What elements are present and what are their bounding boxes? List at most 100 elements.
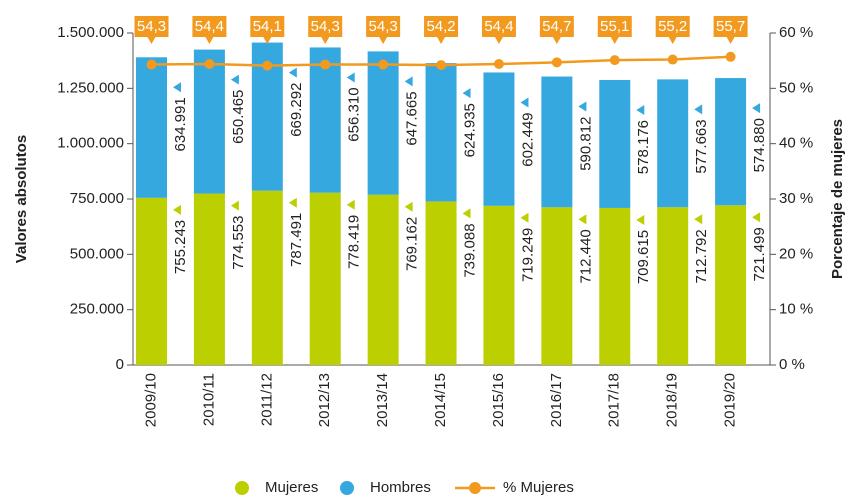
value-label: 787.491	[288, 213, 305, 267]
pointer	[288, 67, 297, 78]
line-point	[320, 59, 331, 70]
bar	[193, 49, 225, 194]
value-label: 769.162	[404, 217, 421, 271]
line-point	[725, 51, 736, 62]
label-box	[539, 16, 574, 44]
label-box	[713, 16, 748, 44]
value-label: 650.465	[230, 90, 247, 144]
line-point	[436, 60, 447, 71]
label-box	[250, 16, 285, 44]
pointer	[752, 103, 761, 114]
value-label: 712.440	[577, 229, 594, 283]
pointer	[752, 212, 761, 223]
pointer	[346, 72, 355, 83]
y-axis-label: Valores absolutos	[13, 135, 30, 263]
bar	[657, 79, 689, 208]
label-box	[134, 16, 169, 44]
pointer	[462, 208, 471, 219]
legend-label: Mujeres	[265, 479, 318, 496]
x-tick-label: 2016/17	[548, 373, 565, 427]
pointer	[404, 201, 413, 212]
bar	[367, 51, 399, 195]
pointer	[694, 214, 703, 225]
line-value-label: 54,2	[426, 18, 455, 35]
bar	[425, 63, 457, 202]
line-point	[146, 59, 157, 70]
x-tick-label: 2011/12	[258, 373, 275, 426]
value-label: 709.615	[635, 230, 652, 284]
bar	[425, 201, 457, 365]
y2-tick-label: 0 %	[779, 356, 805, 373]
x-tick-label: 2012/13	[316, 373, 333, 427]
x-tick-label: 2009/10	[142, 373, 159, 427]
label-box	[424, 16, 459, 44]
line-value-label: 54,3	[311, 18, 340, 35]
line-value-label: 55,1	[600, 18, 629, 35]
bar	[136, 57, 167, 198]
value-label: 574.880	[751, 118, 768, 172]
x-tick-label: 2013/14	[374, 373, 391, 427]
label-box	[308, 16, 343, 44]
value-label: 721.499	[751, 227, 768, 281]
label-box	[481, 16, 516, 44]
pointer	[636, 104, 645, 115]
legend-label: Hombres	[370, 479, 431, 496]
value-label: 647.665	[404, 91, 421, 145]
line-value-label: 54,1	[253, 18, 282, 35]
line-value-label: 54,3	[369, 18, 398, 35]
value-label: 624.935	[462, 103, 479, 157]
pointer	[520, 97, 529, 108]
bar	[657, 207, 689, 365]
bar	[541, 207, 573, 365]
label-box	[192, 16, 227, 44]
value-label: 669.292	[288, 83, 305, 137]
line-value-label: 55,2	[658, 18, 687, 35]
bar	[599, 79, 631, 208]
y2-tick-label: 60 %	[779, 24, 813, 41]
y-tick-label: 1.250.000	[57, 79, 124, 96]
bar	[136, 197, 167, 365]
bar	[715, 78, 747, 206]
value-label: 755.243	[172, 220, 189, 274]
pointer	[230, 200, 239, 211]
x-tick-label: 2010/11	[200, 373, 217, 426]
line-value-label: 55,7	[716, 18, 745, 35]
y2-tick-label: 40 %	[779, 135, 813, 152]
pointer	[173, 204, 181, 215]
x-tick-label: 2015/16	[490, 373, 507, 427]
label-box	[366, 16, 401, 44]
line-point	[262, 60, 273, 71]
pointer	[230, 74, 239, 85]
pointer	[346, 199, 355, 210]
y-tick-label: 250.000	[70, 301, 124, 318]
legend-swatch	[235, 481, 249, 495]
line-value-label: 54,7	[542, 18, 571, 35]
line-point	[204, 58, 215, 69]
pointer	[462, 88, 471, 99]
bar	[715, 205, 747, 365]
y-tick-label: 0	[116, 356, 124, 373]
pointer	[578, 214, 587, 225]
value-label: 634.991	[172, 97, 189, 151]
line-value-label: 54,4	[484, 18, 513, 35]
y2-axis-label: Porcentaje de mujeres	[829, 119, 846, 279]
x-tick-label: 2019/20	[722, 373, 739, 427]
value-label: 739.088	[462, 223, 479, 277]
line-point	[493, 58, 504, 69]
y2-tick-label: 10 %	[779, 301, 813, 318]
value-label: 719.249	[519, 228, 536, 282]
pointer	[636, 214, 645, 225]
value-label: 590.812	[577, 117, 594, 171]
bar	[599, 207, 631, 365]
legend-label: % Mujeres	[503, 479, 574, 496]
label-box	[655, 16, 690, 44]
y2-tick-label: 50 %	[779, 79, 813, 96]
pointer	[404, 76, 413, 87]
value-label: 778.419	[346, 215, 363, 269]
bar	[309, 192, 341, 365]
y-tick-label: 1.500.000	[57, 24, 124, 41]
bar	[309, 47, 341, 193]
line-value-label: 54,3	[137, 18, 166, 35]
line-point	[667, 54, 678, 65]
